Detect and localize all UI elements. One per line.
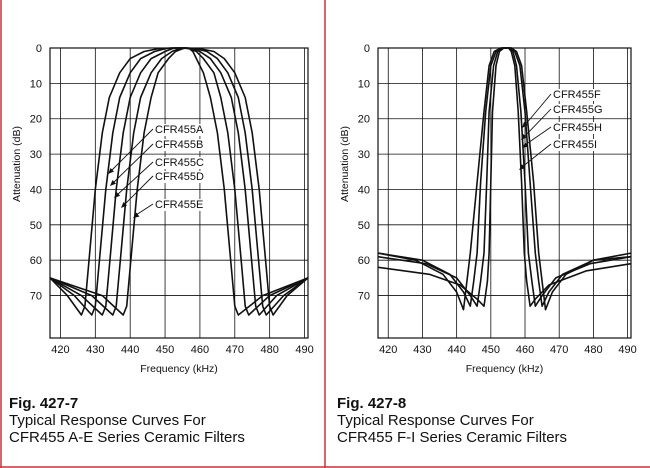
annotation-label-bg (154, 199, 205, 211)
annotation-label-bg (154, 124, 205, 136)
annotation-label-cfr455h: CFR455H (553, 122, 602, 134)
annotation-label-bg (154, 139, 205, 151)
x-tick-label: 420 (379, 344, 397, 356)
y-tick-label: 30 (358, 149, 370, 161)
x-tick-label: 480 (584, 344, 602, 356)
annotation-leader (523, 108, 552, 138)
annotation-arrowhead (114, 192, 121, 198)
x-tick-label: 450 (156, 344, 174, 356)
y-tick-label: 60 (358, 255, 370, 267)
annotation-label-bg (154, 171, 205, 183)
figure-number-left: Fig. 427-7 (9, 395, 79, 412)
x-tick-label: 470 (226, 344, 244, 356)
y-axis-label: Attenuation (dB) (339, 126, 351, 202)
caption-left-line1: Typical Response Curves For (9, 412, 206, 429)
y-tick-label: 50 (358, 220, 370, 232)
x-axis-label: Frequency (kHz) (140, 363, 218, 375)
annotation-label-bg (552, 104, 604, 116)
chart-left: 420 430 440 450 460 470 480 490 0 10 20 30 40 50 60 70 F… (11, 43, 314, 375)
y-tick-label: 50 (30, 220, 42, 232)
caption-left: Fig. 427-7 Typical Response Curves For C… (9, 396, 245, 445)
annotation-leader (521, 143, 552, 168)
series-line-cfr455i (377, 47, 632, 308)
annotation-label-cfr455d: CFR455D (155, 171, 204, 183)
series-line-cfr455e (49, 47, 309, 316)
annotation-label-cfr455a: CFR455A (155, 124, 204, 136)
y-tick-label: 30 (30, 149, 42, 161)
annotation-label-bg (552, 122, 603, 134)
x-tick-label: 440 (121, 344, 139, 356)
annotation-arrowhead (522, 121, 528, 128)
annotation-label-bg (552, 139, 599, 151)
annotation-leader (524, 93, 552, 126)
x-tick-label: 460 (516, 344, 534, 356)
annotation-label-cfr455g: CFR455G (553, 104, 603, 116)
x-tick-label: 490 (295, 344, 313, 356)
figure-number-right: Fig. 427-8 (337, 395, 407, 412)
x-tick-label: 440 (447, 344, 465, 356)
x-tick-label: 460 (191, 344, 209, 356)
annotation-label-bg (154, 157, 205, 169)
annotation-label-cfr455e: CFR455E (155, 199, 203, 211)
annotation-label-cfr455i: CFR455I (553, 139, 597, 151)
chart-right: 420 430 440 450 460 470 480 490 0 10 20 30 40 50 60 70 F… (339, 43, 637, 375)
y-axis-label: Attenuation (dB) (11, 126, 23, 202)
caption-left-line2: CFR455 A-E Series Ceramic Filters (9, 429, 245, 446)
annotation-leader (110, 128, 154, 172)
annotation-arrowhead (521, 133, 527, 140)
annotation-arrowhead (133, 212, 140, 218)
annotation-label-cfr455c: CFR455C (155, 157, 204, 169)
annotation-label-cfr455b: CFR455B (155, 139, 203, 151)
annotation-arrowhead (110, 180, 117, 186)
annotation-leader (123, 175, 154, 206)
x-tick-label: 430 (86, 344, 104, 356)
x-tick-label: 420 (51, 344, 69, 356)
x-tick-label: 430 (413, 344, 431, 356)
annotation-leader (524, 126, 552, 146)
annotation-leader (135, 203, 154, 216)
y-tick-label: 0 (364, 43, 370, 55)
x-tick-label: 480 (260, 344, 278, 356)
annotation-label-bg (552, 89, 602, 101)
y-tick-label: 60 (30, 255, 42, 267)
y-tick-label: 20 (30, 114, 42, 126)
y-tick-label: 40 (358, 184, 370, 196)
caption-right-line1: Typical Response Curves For (337, 412, 534, 429)
y-tick-label: 10 (358, 78, 370, 90)
y-tick-label: 40 (30, 184, 42, 196)
x-tick-label: 490 (618, 344, 636, 356)
annotation-arrowhead (522, 142, 529, 148)
x-tick-label: 470 (550, 344, 568, 356)
annotation-arrowhead (108, 167, 115, 174)
y-tick-label: 20 (358, 114, 370, 126)
y-tick-label: 0 (36, 43, 42, 55)
annotation-label-cfr455f: CFR455F (553, 89, 601, 101)
x-tick-label: 450 (482, 344, 500, 356)
annotation-arrowhead (121, 201, 128, 208)
annotation-leader (112, 143, 154, 184)
y-tick-label: 70 (30, 291, 42, 303)
annotation-arrowhead (519, 164, 526, 170)
y-tick-label: 10 (30, 78, 42, 90)
caption-right-line2: CFR455 F-I Series Ceramic Filters (337, 429, 568, 446)
x-axis-label: Frequency (kHz) (466, 363, 544, 375)
annotation-leader (116, 161, 154, 196)
y-tick-label: 70 (358, 291, 370, 303)
caption-right: Fig. 427-8 Typical Response Curves For C… (337, 396, 567, 445)
